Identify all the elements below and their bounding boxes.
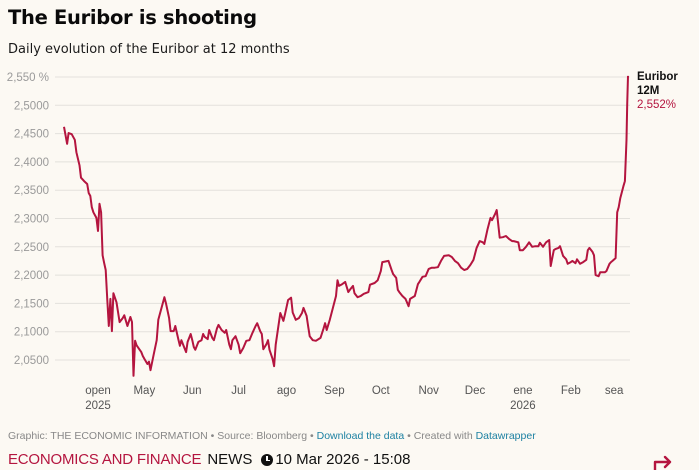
article-meta: ECONOMICS AND FINANCE NEWS 10 Mar 2026 -…	[8, 451, 410, 468]
series-last-value: 2,552%	[637, 99, 676, 111]
x-tick-label: Jul	[231, 385, 246, 397]
y-tick-label: 2,2500	[14, 242, 49, 254]
x-tick-label: Oct	[372, 385, 391, 397]
x-tick-label: May	[133, 385, 155, 397]
series-label-name-2: 12M	[637, 85, 659, 97]
x-tick-label: ago	[277, 385, 296, 397]
y-tick-label: 2,5000	[14, 100, 49, 112]
y-tick-label: 2,1000	[14, 327, 49, 339]
x-tick-label: Sep	[324, 385, 344, 397]
x-tick-label: Nov	[418, 385, 439, 397]
series-lines	[63, 75, 629, 377]
y-tick-label: 2,0500	[14, 355, 49, 367]
notes-created: • Created with	[404, 430, 476, 442]
gridlines	[55, 76, 630, 361]
timestamp: 10 Mar 2026 - 15:08	[275, 451, 411, 468]
chart-notes: Graphic: THE ECONOMIC INFORMATION • Sour…	[8, 430, 536, 442]
y-axis-ticks: 2,550 % 2,5000 2,4500 2,4000 2,3500 2,3000 2,2…	[7, 72, 49, 367]
line-chart: 2,550 % 2,5000 2,4500 2,4000 2,3500 2,3000 2,2…	[7, 71, 679, 412]
y-tick-label: 2,3000	[14, 214, 49, 226]
x-tick-label: Feb	[561, 385, 581, 397]
share-arrow-icon[interactable]	[652, 452, 676, 470]
x-tick-label: Jun	[183, 385, 202, 397]
y-tick-label: 2,3500	[14, 185, 49, 197]
series-labels: Euribor 12M 2,552%	[637, 71, 678, 111]
datawrapper-link[interactable]: Datawrapper	[475, 430, 536, 442]
x-axis-ticks: open 2025 May Jun Jul ago Sep Oct Nov Dec ene 2026 F…	[85, 385, 624, 412]
x-tick-sublabel: 2025	[85, 400, 111, 412]
category-link[interactable]: ECONOMICS AND FINANCE	[8, 451, 202, 468]
clock-icon	[261, 453, 274, 466]
y-tick-label: 2,1500	[14, 298, 49, 310]
x-tick-label: sea	[605, 385, 624, 397]
series-label-name: Euribor	[637, 71, 678, 83]
x-tick-label: ene	[513, 385, 532, 397]
x-tick-sublabel: 2026	[510, 400, 536, 412]
section-label: NEWS	[207, 451, 253, 468]
y-tick-label: 2,4500	[14, 129, 49, 141]
download-data-link[interactable]: Download the data	[316, 430, 405, 442]
y-tick-label: 2,4000	[14, 157, 49, 169]
y-tick-label: 2,550 %	[7, 72, 49, 84]
chart-subtitle: Daily evolution of the Euribor at 12 mon…	[8, 42, 290, 57]
series-line-euribor-12m	[63, 75, 629, 377]
chart-title: The Euribor is shooting	[8, 6, 257, 29]
x-tick-label: open	[85, 385, 111, 397]
notes-source: Graphic: THE ECONOMIC INFORMATION • Sour…	[8, 430, 317, 442]
x-tick-label: Dec	[465, 385, 486, 397]
y-tick-label: 2,2000	[14, 270, 49, 282]
